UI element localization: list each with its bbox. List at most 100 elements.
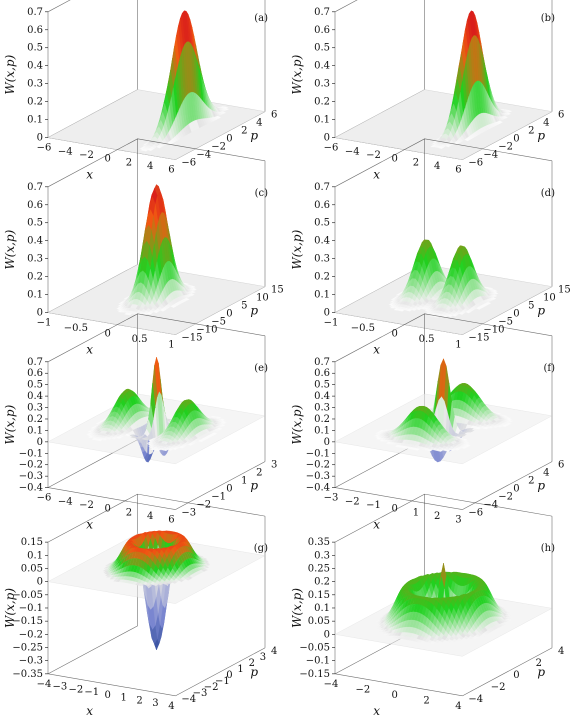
x-axis-label: x xyxy=(86,343,93,357)
p-tick-label: −2 xyxy=(498,142,513,153)
surface-facet xyxy=(187,443,194,446)
x-axis-label: x xyxy=(86,518,93,532)
surface-facet xyxy=(427,448,433,452)
x-tick-label: −6 xyxy=(37,143,52,154)
x-axis-ticks: −6 −4 −2 0 2 4 6 xyxy=(324,143,462,176)
axis-line xyxy=(47,0,71,13)
z-tick-label: 0.4 xyxy=(27,61,43,72)
x-tick-label: 0.5 xyxy=(132,334,148,345)
z-tick-label: −0.3 xyxy=(19,656,43,667)
p-tick-label: 3 xyxy=(271,460,277,471)
x-tick-label: 4 xyxy=(147,511,153,522)
surface-facet xyxy=(162,448,169,452)
z-tick-label: 0.4 xyxy=(314,236,330,247)
x-axis-ticks: −6 −4 −2 0 2 4 6 xyxy=(37,143,175,176)
p-tick-label: −10 xyxy=(483,325,504,336)
x-tick-label: 4 xyxy=(147,161,153,172)
p-tick-label: 15 xyxy=(558,285,571,296)
surface-facet xyxy=(143,149,149,152)
axis-line xyxy=(424,313,553,337)
x-tick-label: −1 xyxy=(84,687,99,698)
p-tick-label: 0 xyxy=(513,484,519,495)
axis-line xyxy=(175,461,266,510)
surface-facet xyxy=(116,436,122,439)
surface-facet xyxy=(416,307,422,311)
p-tick-label: −6 xyxy=(468,508,483,519)
z-tick-label: −0.2 xyxy=(19,460,43,471)
x-tick-label: 6 xyxy=(168,165,174,176)
x-tick-label: 1 xyxy=(455,340,461,351)
x-tick-label: −2 xyxy=(366,150,381,161)
z-tick-label: 0.4 xyxy=(314,61,330,72)
z-tick-label: 0.2 xyxy=(314,97,330,108)
z-tick-label: 0 xyxy=(37,577,43,588)
x-tick-label: −1 xyxy=(366,500,381,511)
axis-line xyxy=(137,138,266,162)
z-tick-label: 0 xyxy=(324,133,330,144)
p-tick-label: −2 xyxy=(211,142,226,153)
z-axis-ticks: 00.10.20.30.40.50.60.7 xyxy=(314,7,335,144)
z-tick-label: 0.2 xyxy=(27,272,43,283)
surface-facet xyxy=(133,437,139,439)
surface-facet xyxy=(461,446,467,449)
surface-facet xyxy=(483,426,489,430)
z-tick-label: 0.5 xyxy=(27,218,43,229)
p-tick-label: 1 xyxy=(237,664,243,675)
z-tick-label: 0.6 xyxy=(314,200,330,211)
p-tick-label: −4 xyxy=(196,150,211,161)
z-axis-label: W(x,p) xyxy=(3,588,17,628)
surface-facet xyxy=(399,309,405,312)
surface-facet xyxy=(445,144,451,148)
surface-facet xyxy=(97,438,103,442)
x-tick-label: −0.5 xyxy=(351,323,375,334)
p-tick-label: 0 xyxy=(226,670,232,681)
surface-facet xyxy=(160,308,166,312)
z-tick-label: −0.3 xyxy=(19,471,43,482)
surface-facet xyxy=(106,437,113,440)
axis-line xyxy=(47,625,138,675)
z-tick-label: −0.1 xyxy=(306,448,330,459)
surface-mesh xyxy=(86,357,227,463)
panel-e: −0.4−0.3−0.2−0.100.10.20.30.40.50.60.7−6… xyxy=(3,313,277,532)
panel-d: 00.10.20.30.40.50.60.7−1 −0.5 0 0.5 1−15−10−… xyxy=(290,138,571,357)
surface-mesh xyxy=(374,358,513,463)
x-tick-label: 4 xyxy=(434,161,440,172)
x-tick-label: 2 xyxy=(136,695,142,706)
x-tick-label: 0 xyxy=(392,154,398,165)
z-tick-label: 0.6 xyxy=(27,368,43,379)
surface-mesh xyxy=(388,239,499,318)
z-tick-label: 0.1 xyxy=(314,425,330,436)
z-tick-label: 0.2 xyxy=(27,97,43,108)
x-tick-label: 2 xyxy=(126,507,132,518)
p-tick-label: 5 xyxy=(241,301,247,312)
z-tick-label: −0.3 xyxy=(306,471,330,482)
p-tick-label: 4 xyxy=(256,118,262,129)
surface-facet xyxy=(126,312,133,316)
surface-facet xyxy=(497,425,503,428)
z-tick-label: 0.4 xyxy=(27,236,43,247)
axis-line xyxy=(175,647,266,697)
axis-line xyxy=(424,493,553,517)
z-tick-label: 0.5 xyxy=(27,380,43,391)
surface-facet xyxy=(155,448,161,452)
z-axis-ticks: −0.4−0.3−0.2−0.100.10.20.30.40.50.60.7 xyxy=(19,357,48,494)
surface-facet xyxy=(162,581,168,585)
z-tick-label: 0.7 xyxy=(314,7,330,18)
z-tick-label: 0.4 xyxy=(314,391,330,402)
p-tick-label: −5 xyxy=(498,317,513,328)
z-tick-label: 0.6 xyxy=(314,25,330,36)
surface-facet xyxy=(111,436,117,440)
surface-facet xyxy=(138,436,143,438)
z-tick-label: 0.3 xyxy=(314,403,330,414)
p-tick-label: 2 xyxy=(528,126,534,137)
z-tick-label: 0.7 xyxy=(27,357,43,368)
z-tick-label: 0.2 xyxy=(27,414,43,425)
z-axis-label: W(x,p) xyxy=(290,229,304,269)
x-axis-label: x xyxy=(86,168,93,182)
p-axis-label: p xyxy=(250,665,258,679)
p-tick-label: 0 xyxy=(226,134,232,145)
panel-label: (b) xyxy=(541,13,555,24)
z-axis-ticks: −0.4−0.3−0.2−0.100.10.20.30.40.50.60.7 xyxy=(306,357,335,494)
